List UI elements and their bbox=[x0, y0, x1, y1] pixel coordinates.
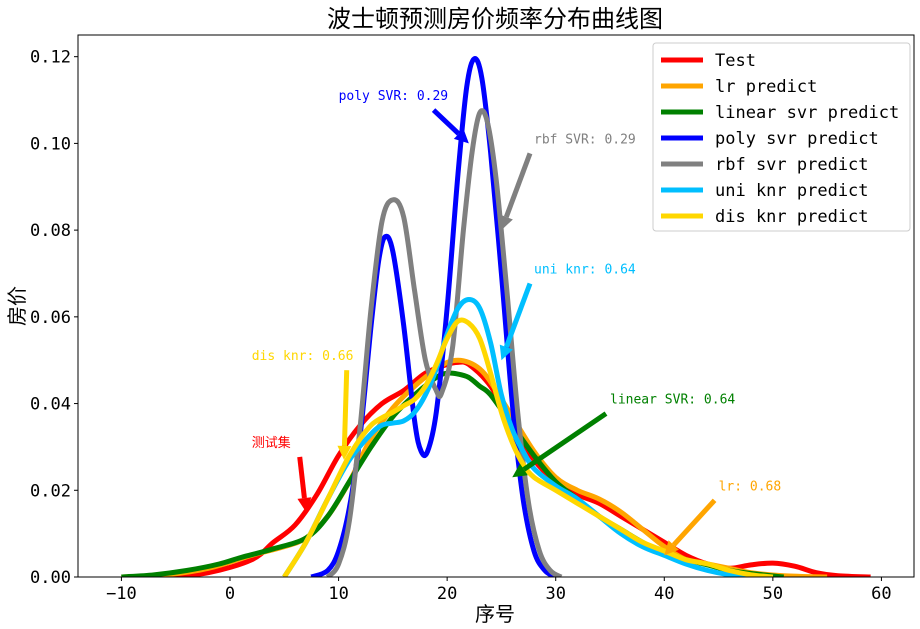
annotation-label: 测试集 bbox=[252, 435, 291, 451]
annotation-label: lr: 0.68 bbox=[719, 479, 782, 494]
legend-label: linear svr predict bbox=[715, 103, 899, 123]
x-tick-label: 20 bbox=[437, 584, 457, 604]
chart-title: 波士顿预测房价频率分布曲线图 bbox=[327, 5, 663, 33]
legend-item: rbf svr predict bbox=[661, 155, 869, 175]
annotation-arrow bbox=[337, 370, 352, 460]
y-axis: 0.00 0.02 0.04 0.06 0.08 0.10 0.12 bbox=[30, 48, 78, 588]
y-axis-label: 房价 bbox=[5, 286, 29, 326]
annotation-label: uni knr: 0.64 bbox=[534, 262, 636, 277]
y-tick-label: 0.06 bbox=[30, 308, 71, 328]
legend-label: rbf svr predict bbox=[715, 155, 869, 175]
x-axis: −10 0 10 20 30 40 50 60 bbox=[106, 577, 892, 604]
series-line-uni-knr-predict bbox=[282, 297, 752, 577]
legend-label: dis knr predict bbox=[715, 207, 869, 227]
legend-item: uni knr predict bbox=[661, 181, 869, 201]
x-tick-label: −10 bbox=[106, 584, 137, 604]
annotation-arrow bbox=[499, 152, 533, 231]
x-tick-label: 50 bbox=[763, 584, 783, 604]
legend-label: poly svr predict bbox=[715, 129, 879, 149]
annotation-label: poly SVR: 0.29 bbox=[339, 89, 449, 104]
x-tick-label: 60 bbox=[871, 584, 891, 604]
legend-item: dis knr predict bbox=[661, 207, 869, 227]
x-tick-label: 0 bbox=[225, 584, 235, 604]
annotation-arrow bbox=[664, 498, 717, 556]
y-tick-label: 0.00 bbox=[30, 568, 71, 588]
legend-item: Test bbox=[661, 51, 756, 71]
legend-label: Test bbox=[715, 51, 756, 71]
annotation-arrow bbox=[499, 282, 533, 361]
x-tick-label: 10 bbox=[328, 584, 348, 604]
plot-curves bbox=[121, 56, 871, 577]
annotation-label: dis knr: 0.66 bbox=[252, 349, 354, 364]
legend: Test lr predict linear svr predict poly svr… bbox=[652, 42, 911, 232]
legend-item: lr predict bbox=[661, 77, 817, 97]
annotation-label: rbf SVR: 0.29 bbox=[534, 132, 636, 147]
legend-box bbox=[652, 42, 911, 232]
series-line-rbf-svr-predict bbox=[325, 108, 563, 577]
annotation-arrow bbox=[512, 411, 608, 478]
legend-item: linear svr predict bbox=[661, 103, 899, 123]
annotation-label: linear SVR: 0.64 bbox=[610, 393, 735, 408]
y-tick-label: 0.10 bbox=[30, 134, 71, 154]
y-tick-label: 0.12 bbox=[30, 48, 71, 68]
plot-frame bbox=[77, 34, 915, 578]
y-tick-label: 0.04 bbox=[30, 395, 71, 415]
legend-item: poly svr predict bbox=[661, 129, 879, 149]
annotation-arrow bbox=[431, 108, 469, 144]
x-tick-label: 40 bbox=[654, 584, 674, 604]
y-tick-label: 0.02 bbox=[30, 481, 71, 501]
x-tick-label: 30 bbox=[545, 584, 565, 604]
x-axis-label: 序号 bbox=[475, 602, 515, 626]
legend-label: uni knr predict bbox=[715, 181, 869, 201]
annotation-arrow bbox=[297, 456, 312, 512]
legend-label: lr predict bbox=[715, 77, 817, 97]
annotations: 测试集 lr: 0.68 linear SVR: 0.64 poly SVR: 0.2… bbox=[252, 89, 782, 556]
y-tick-label: 0.08 bbox=[30, 221, 71, 241]
